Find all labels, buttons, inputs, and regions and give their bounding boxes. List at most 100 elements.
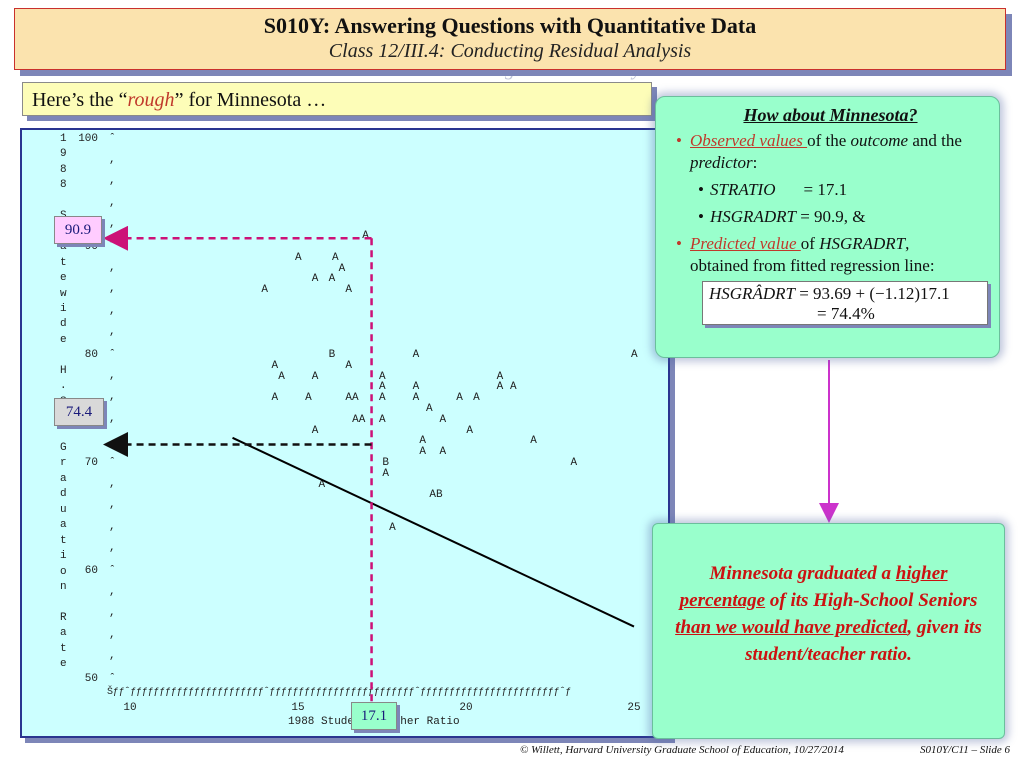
y-axis-label-char: a [60, 627, 67, 640]
y-axis-label-char: t [60, 534, 67, 547]
caption-emph: rough [127, 89, 175, 111]
y-axis-label-char: 8 [60, 163, 67, 176]
data-point: A [389, 521, 396, 534]
data-point: A [379, 413, 386, 426]
y-tick-mark: ˆ [109, 241, 116, 253]
y-axis-comma: , [109, 477, 116, 490]
y-axis-label-char: H [60, 364, 67, 377]
y-axis-comma: , [109, 218, 116, 231]
minnesota-info-box: How about Minnesota? Observed values of … [655, 96, 1000, 358]
x-tick-label: 25 [627, 702, 641, 714]
y-axis-comma: , [109, 607, 116, 620]
y-axis-label-char: e [60, 658, 67, 671]
data-point: A [328, 273, 336, 286]
y-axis-comma: , [109, 175, 116, 188]
y-tick-label: 70 [84, 457, 98, 469]
data-point: A [456, 392, 463, 405]
data-point: A [426, 403, 433, 415]
x-axis-line: Šƒƒˆƒƒƒƒƒƒƒƒƒƒƒƒƒƒƒƒƒƒƒƒƒƒƒˆƒƒƒƒƒƒƒƒƒƒƒƒ… [107, 687, 572, 698]
y-axis-label-char: o [60, 565, 67, 578]
data-point: A [278, 370, 285, 383]
y-axis-comma: , [109, 304, 116, 317]
data-point: A [379, 381, 386, 394]
y-tick-mark: ˆ [109, 457, 116, 469]
data-point: A [466, 424, 473, 437]
data-point: A [362, 230, 369, 243]
data-point: A [631, 349, 638, 361]
y-axis-comma: , [109, 520, 116, 533]
y-axis-label-char: a [60, 519, 67, 532]
y-axis-label-char: i [60, 550, 67, 563]
predicted-bullet: Predicted value of HSGRADRT,obtained fro… [676, 233, 985, 277]
data-point: A [331, 251, 339, 264]
data-point: A [570, 457, 578, 469]
data-point: A [419, 446, 426, 459]
data-point: A [379, 392, 386, 405]
observed-bullet: Observed values of the outcome and the p… [676, 130, 985, 174]
y-axis-label-char: G [60, 442, 67, 454]
x-tick-label: 10 [123, 702, 137, 714]
y-axis-label-char: e [60, 333, 67, 346]
data-point: A [261, 284, 268, 297]
data-point: A [305, 392, 312, 405]
y-tick-mark: ˆ [109, 673, 116, 685]
stratio-item: STRATIO= 17.1 [676, 179, 985, 201]
y-axis-label-char: 9 [60, 148, 67, 161]
hsgradrt-item: HSGRADRT = 90.9, & [676, 206, 985, 228]
y-axis-comma: , [109, 261, 116, 274]
slide-number: S010Y/C11 – Slide 6 [920, 744, 1010, 756]
data-point: A [311, 424, 319, 437]
y-axis-label-char: 8 [60, 179, 67, 192]
data-point: A [496, 370, 504, 383]
y-axis-comma: , [109, 412, 116, 425]
y-axis-comma: , [109, 434, 116, 447]
y-axis-comma: , [109, 391, 116, 404]
data-point: A [318, 478, 326, 491]
data-point: A [271, 359, 279, 372]
y-axis-label-char: r [60, 457, 67, 470]
data-point: A [338, 262, 346, 275]
y-tick-mark: ˆ [109, 349, 116, 361]
observed-value-tag: 90.9 [54, 216, 102, 244]
conclusion-box: Minnesota graduated a higher percentage … [652, 523, 1005, 739]
y-axis-label-char: i [60, 302, 67, 315]
y-axis-label-char: t [60, 256, 67, 269]
y-axis-label-char: R [60, 611, 67, 624]
title-banner: S010Y: Answering Questions with Quantita… [14, 8, 1006, 70]
data-point: B [328, 349, 336, 361]
data-point: A [496, 381, 504, 394]
caption-suffix: ” for Minnesota … [174, 89, 327, 111]
x-tick-label: 20 [459, 702, 473, 714]
y-axis-label-char: d [60, 318, 67, 331]
data-point: AA [345, 392, 359, 405]
slide-title: S010Y: Answering Questions with Quantita… [263, 13, 757, 38]
data-point: A [311, 273, 319, 286]
predicted-value-tag: 74.4 [54, 398, 104, 426]
y-axis-comma: , [109, 628, 116, 641]
data-point: AB [429, 489, 443, 502]
y-tick-mark: ˆ [109, 565, 116, 577]
data-point: A [311, 370, 319, 383]
y-axis-label-char: w [60, 287, 67, 300]
data-point: AA [352, 413, 366, 426]
data-point: A [473, 392, 480, 405]
data-point: A [295, 251, 302, 264]
data-point: A [510, 381, 517, 394]
data-point: A [379, 370, 386, 383]
data-point: A [412, 381, 420, 394]
caption-box: Here’s the “rough” for Minnesota … [22, 82, 652, 116]
y-axis-label-char: d [60, 488, 67, 501]
slide-subtitle: Class 12/III.4: Conducting Residual Anal… [328, 40, 692, 62]
y-axis-label-char: t [60, 642, 67, 655]
footer: © Willett, Harvard University Graduate S… [520, 744, 1010, 756]
scatterplot-panel [20, 128, 670, 738]
y-tick-label: 80 [84, 349, 98, 361]
y-tick-label: 100 [78, 133, 98, 145]
y-tick-mark: ˆ [109, 133, 116, 145]
data-point: A [439, 446, 447, 459]
y-tick-label: 50 [84, 673, 98, 685]
y-axis-comma: , [109, 153, 116, 166]
y-axis-comma: , [109, 650, 116, 663]
data-point: A [412, 392, 420, 405]
data-point: A [439, 413, 447, 426]
